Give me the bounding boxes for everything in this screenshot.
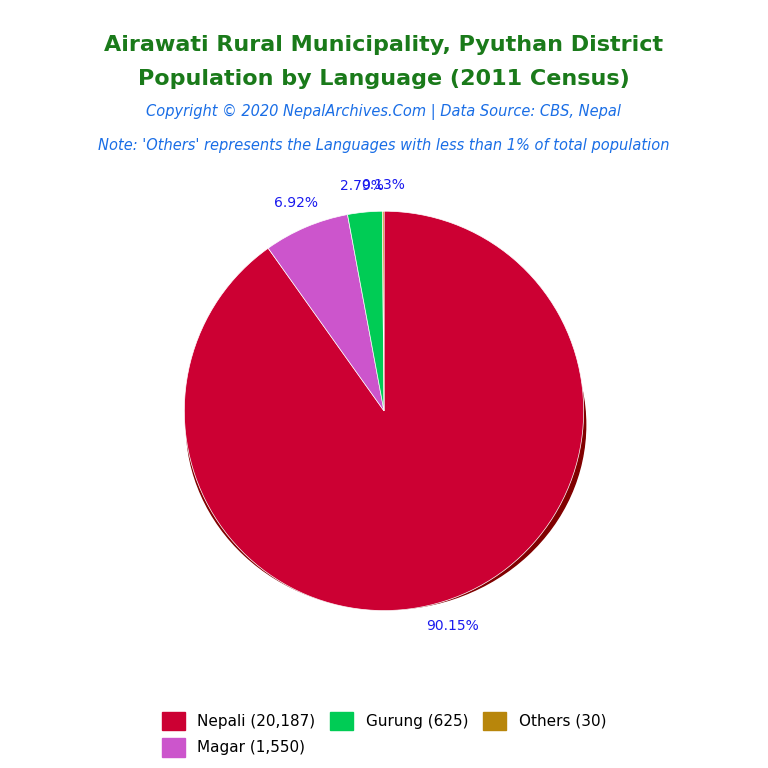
Wedge shape bbox=[382, 211, 384, 411]
Wedge shape bbox=[347, 211, 384, 411]
Wedge shape bbox=[184, 211, 584, 611]
Text: Note: 'Others' represents the Languages with less than 1% of total population: Note: 'Others' represents the Languages … bbox=[98, 138, 670, 154]
Wedge shape bbox=[268, 214, 384, 411]
Text: Airawati Rural Municipality, Pyuthan District: Airawati Rural Municipality, Pyuthan Dis… bbox=[104, 35, 664, 55]
Text: 90.15%: 90.15% bbox=[426, 619, 479, 633]
Legend: Nepali (20,187), Magar (1,550), Gurung (625), Others (30): Nepali (20,187), Magar (1,550), Gurung (… bbox=[156, 706, 612, 763]
Text: Population by Language (2011 Census): Population by Language (2011 Census) bbox=[138, 69, 630, 89]
Text: 6.92%: 6.92% bbox=[274, 196, 318, 210]
Ellipse shape bbox=[187, 240, 586, 610]
Text: 0.13%: 0.13% bbox=[361, 178, 405, 192]
Text: Copyright © 2020 NepalArchives.Com | Data Source: CBS, Nepal: Copyright © 2020 NepalArchives.Com | Dat… bbox=[147, 104, 621, 120]
Text: 2.79%: 2.79% bbox=[340, 179, 384, 194]
